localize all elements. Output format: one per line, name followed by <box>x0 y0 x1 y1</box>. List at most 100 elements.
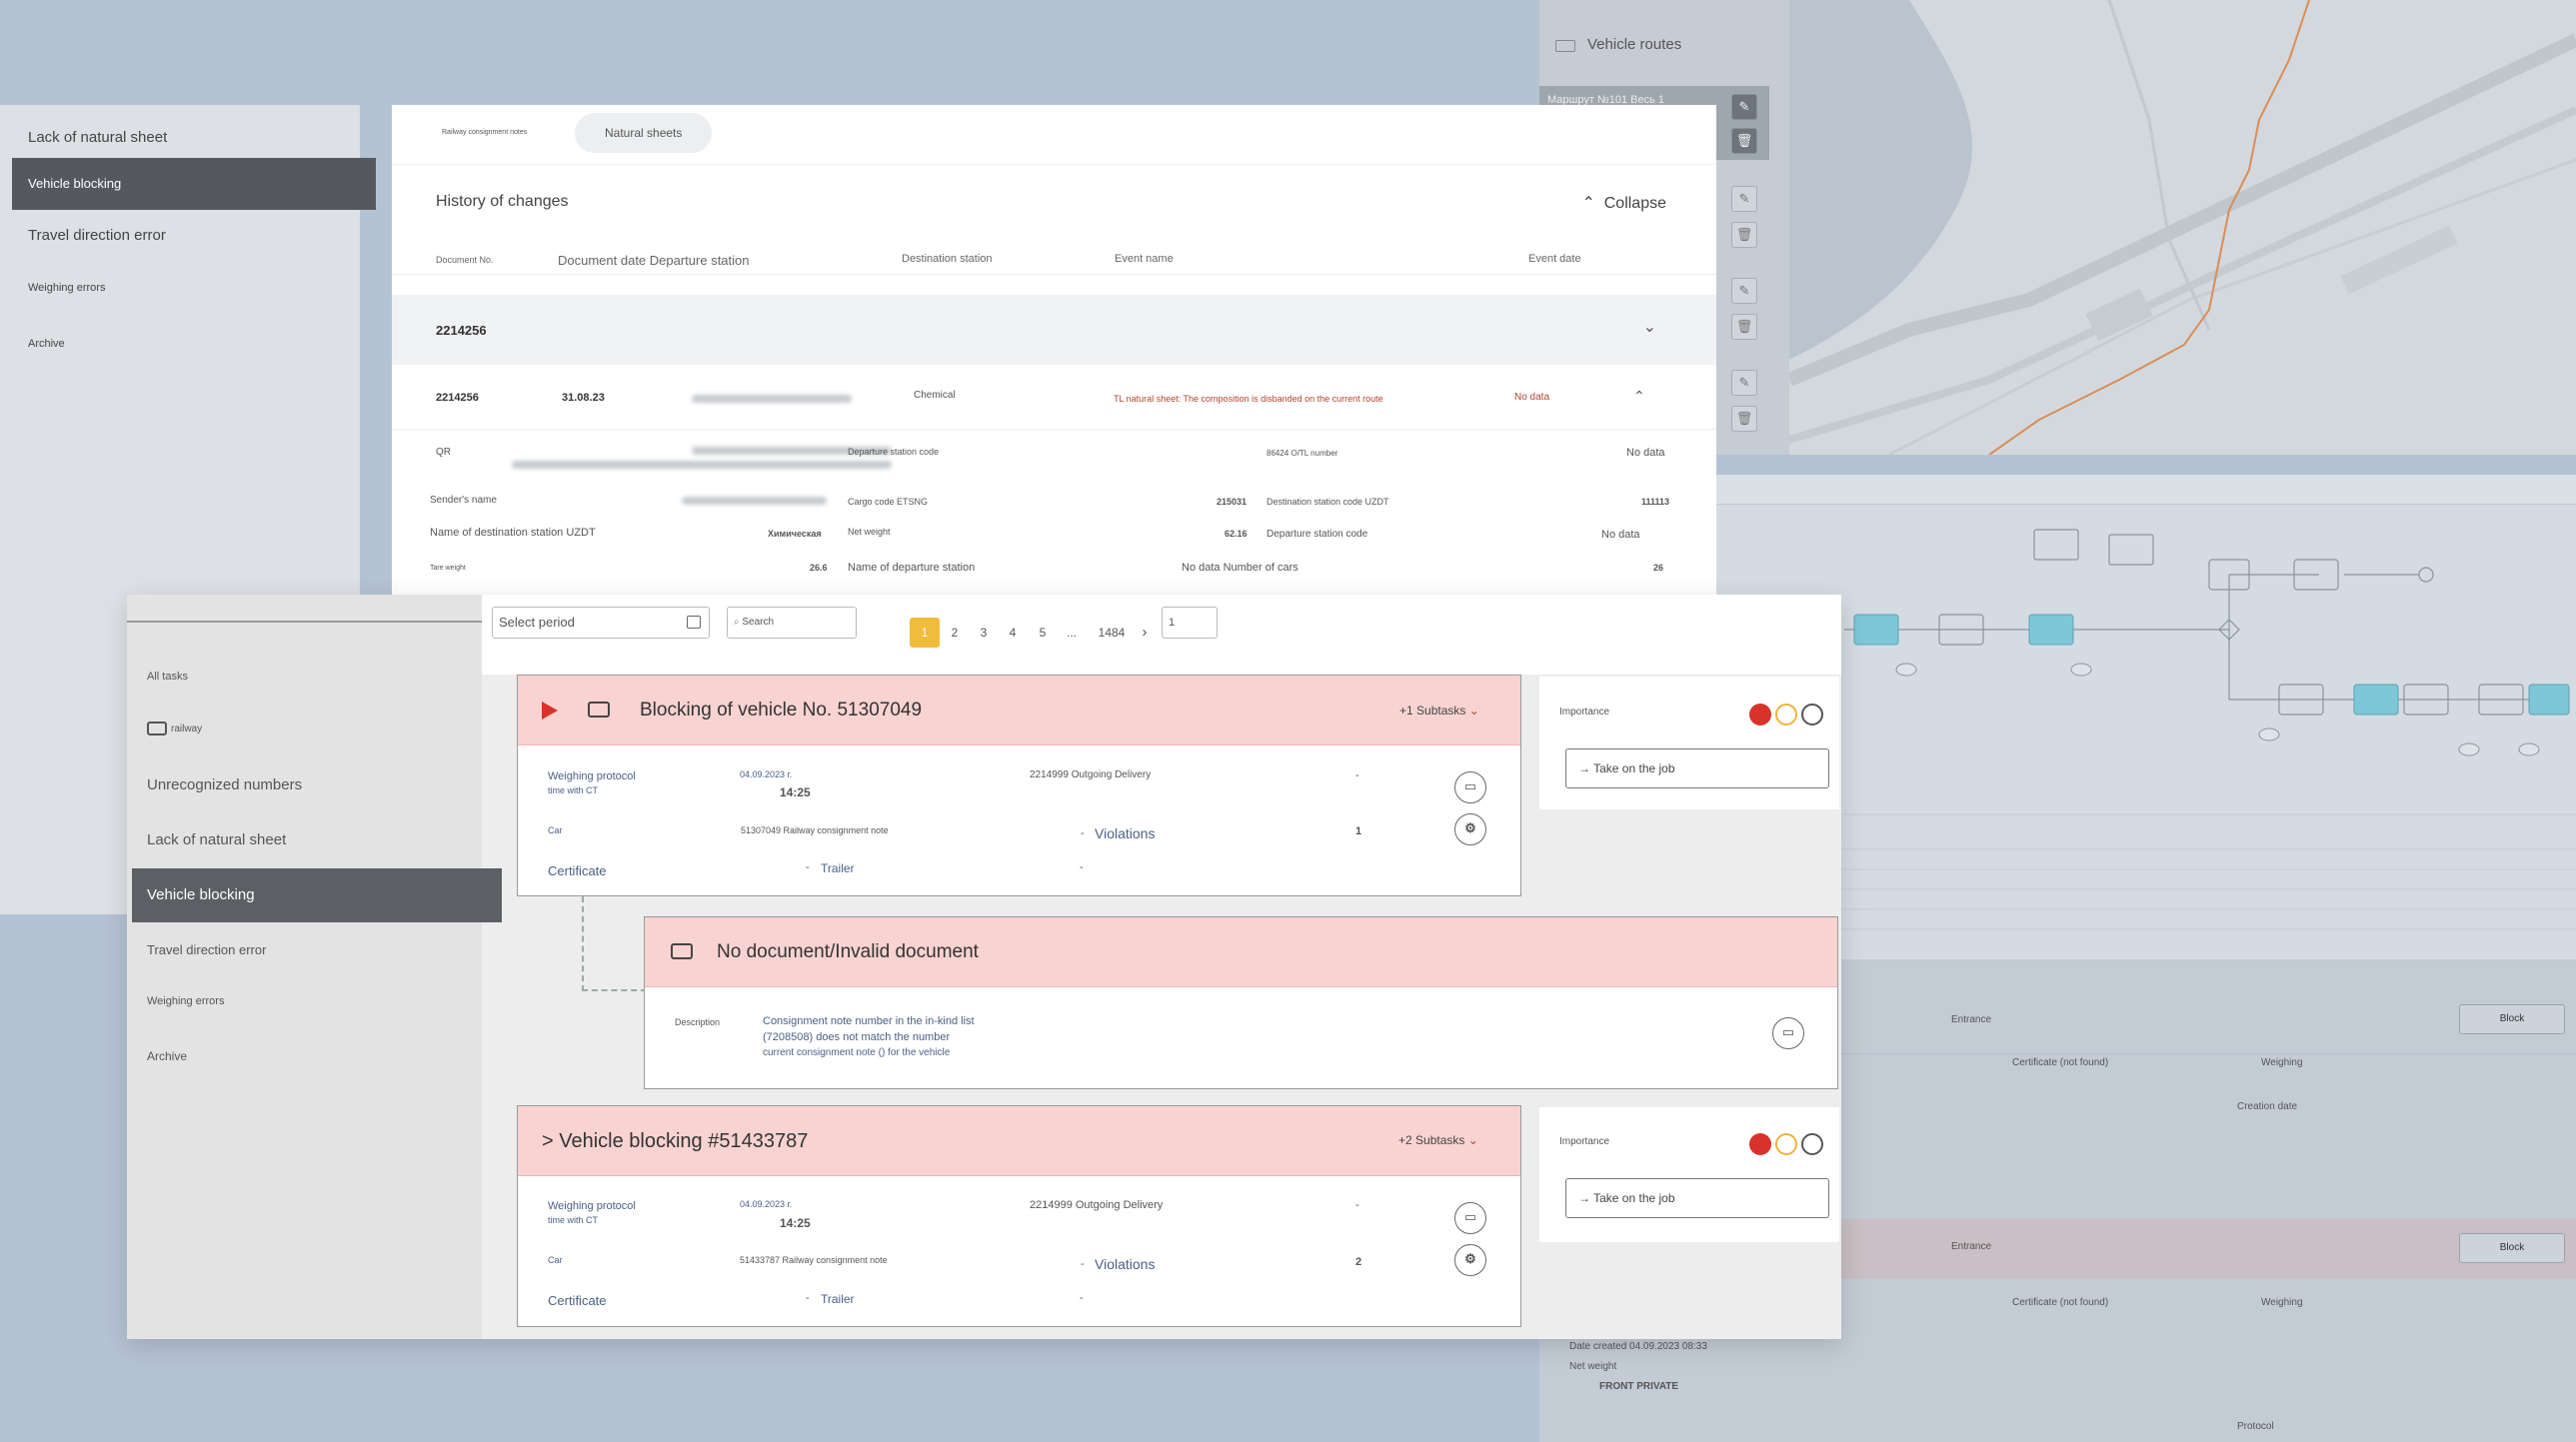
trailer-dash: - <box>1080 1292 1084 1304</box>
importance-medium[interactable] <box>1775 704 1797 725</box>
chevron-right-icon[interactable]: › <box>1142 624 1148 641</box>
flag-icon <box>542 702 558 720</box>
weighing-label: Weighing <box>2261 1297 2303 1308</box>
description-line-2: (7208508) does not match the number <box>763 1031 951 1043</box>
sidebar-item-lack[interactable]: Lack of natural sheet <box>28 129 168 146</box>
route-row[interactable]: ✎ 🗑 <box>1539 278 1769 352</box>
sidebar-item-blocking[interactable]: Vehicle blocking <box>12 158 376 210</box>
period-placeholder: Select period <box>499 615 575 630</box>
importance-high[interactable] <box>1749 1133 1771 1155</box>
trash-icon[interactable]: 🗑 <box>1731 222 1757 248</box>
date-created-label: Date created 04.09.2023 08:33 <box>1569 1341 1707 1352</box>
sidebar-item-railway[interactable]: railway <box>132 703 502 756</box>
tab-natural-sheets[interactable]: Natural sheets <box>575 113 713 153</box>
importance-low[interactable] <box>1801 704 1823 725</box>
settings-icon[interactable]: ⚙ <box>1454 813 1486 845</box>
importance-high[interactable] <box>1749 704 1771 725</box>
creation-date-label: Creation date <box>2237 1101 2298 1112</box>
comment-icon[interactable]: ▭ <box>1454 771 1486 803</box>
edit-icon[interactable]: ✎ <box>1731 278 1757 304</box>
routes-title: Vehicle routes <box>1587 36 1682 53</box>
collapse-button[interactable]: ⌃ Collapse <box>1581 195 1666 212</box>
subtasks-toggle[interactable]: +1 Subtasks ⌄ <box>1399 704 1479 718</box>
description-line-3: current consignment note () for the vehi… <box>763 1047 951 1058</box>
tab-consignment[interactable]: Railway consignment notes <box>442 129 528 136</box>
comment-icon[interactable]: ▭ <box>1772 1017 1804 1049</box>
settings-icon[interactable]: ⚙ <box>1454 1244 1486 1276</box>
redacted-text <box>682 497 827 505</box>
page-4[interactable]: 4 <box>1009 626 1017 640</box>
page-last[interactable]: 1484 <box>1098 626 1126 640</box>
weighing-time: 14:25 <box>780 785 811 799</box>
sidebar-item-unrecognized[interactable]: Unrecognized numbers <box>147 776 303 793</box>
collapse-label: Collapse <box>1603 195 1666 212</box>
page-1[interactable]: 1 <box>910 618 940 648</box>
certificate-dash: - <box>806 1292 810 1304</box>
page-2[interactable]: 2 <box>951 626 959 640</box>
comment-icon[interactable]: ▭ <box>1454 1202 1486 1234</box>
subtasks-toggle[interactable]: +2 Subtasks ⌄ <box>1398 1133 1478 1147</box>
task-card-header[interactable]: Blocking of vehicle No. 51307049 +1 Subt… <box>518 676 1520 745</box>
sidebar-item-lack[interactable]: Lack of natural sheet <box>147 831 287 848</box>
protocol-label: Protocol <box>2237 1421 2274 1432</box>
row-event: TL natural sheet: The composition is dis… <box>1114 394 1383 404</box>
car-dash: - <box>1081 1258 1085 1270</box>
delivery-value: 2214999 Outgoing Delivery <box>1030 769 1152 780</box>
sidebar-item-travel[interactable]: Travel direction error <box>147 942 267 957</box>
certificate-dash: - <box>806 861 810 873</box>
sidebar-item-travel[interactable]: Travel direction error <box>28 227 166 244</box>
importance-medium[interactable] <box>1775 1133 1797 1155</box>
importance-low[interactable] <box>1801 1133 1823 1155</box>
chevron-down-icon[interactable]: ⌄ <box>1642 319 1656 336</box>
trash-icon[interactable]: 🗑 <box>1731 128 1757 154</box>
route-row[interactable]: ✎ 🗑 <box>1539 370 1769 444</box>
sidebar-item-weighing[interactable]: Weighing errors <box>28 282 106 294</box>
history-row[interactable]: 2214256 31.08.23 Chemical TL natural she… <box>392 370 1716 430</box>
sidebar-item-weighing[interactable]: Weighing errors <box>147 995 225 1007</box>
period-picker[interactable]: Select period <box>492 607 710 639</box>
description-label: Description <box>675 1017 721 1027</box>
process-diagram-panel[interactable] <box>1699 475 2576 959</box>
search-input[interactable]: ⌕ Search <box>727 607 857 639</box>
task-card[interactable]: Blocking of vehicle No. 51307049 +1 Subt… <box>517 675 1521 896</box>
task-card[interactable]: > Vehicle blocking #51433787 +2 Subtasks… <box>517 1105 1521 1327</box>
edit-icon[interactable]: ✎ <box>1731 94 1757 120</box>
sidebar-item-archive[interactable]: Archive <box>28 338 65 350</box>
route-row[interactable]: ✎ 🗑 <box>1539 186 1769 260</box>
page-5[interactable]: 5 <box>1039 626 1047 640</box>
sender-label: Sender's name <box>430 495 497 506</box>
task-card-header[interactable]: > Vehicle blocking #51433787 +2 Subtasks… <box>518 1106 1520 1176</box>
edit-icon[interactable]: ✎ <box>1731 370 1757 396</box>
divider <box>127 621 482 623</box>
trash-icon[interactable]: 🗑 <box>1731 314 1757 340</box>
chevron-up-icon[interactable]: ⌃ <box>1633 388 1645 404</box>
block-button[interactable]: Block <box>2459 1233 2565 1263</box>
page-input[interactable]: 1 <box>1162 607 1218 639</box>
take-on-job-button[interactable]: → Take on the job <box>1565 748 1829 788</box>
block-button[interactable]: Block <box>2459 1004 2565 1034</box>
importance-panel: Importance → Take on the job <box>1539 677 1839 809</box>
take-on-job-button[interactable]: → Take on the job <box>1565 1178 1829 1218</box>
search-placeholder: Search <box>742 617 775 628</box>
edit-icon[interactable]: ✎ <box>1731 186 1757 212</box>
sidebar-item-all-tasks[interactable]: All tasks <box>147 671 188 683</box>
subtask-card[interactable]: No document/Invalid document Description… <box>644 916 1838 1089</box>
dep-code-label: Departure station code <box>848 447 940 457</box>
row-doc-no: 2214256 <box>436 392 479 404</box>
car-dash: - <box>1081 827 1085 839</box>
trailer-dash: - <box>1080 861 1084 873</box>
subtask-header: No document/Invalid document <box>645 917 1837 987</box>
sidebar-item-archive[interactable]: Archive <box>147 1049 188 1063</box>
route-map[interactable] <box>1789 0 2576 455</box>
certificate-label: Certificate <box>548 1293 607 1308</box>
redacted-text <box>512 461 892 469</box>
group-row[interactable]: 2214256 ⌄ <box>392 295 1716 365</box>
weighing-protocol-label: Weighing protocol <box>548 1200 636 1212</box>
delivery-dash: - <box>1355 769 1359 781</box>
page-3[interactable]: 3 <box>980 626 988 640</box>
trash-icon[interactable]: 🗑 <box>1731 406 1757 432</box>
row-event-date: No data <box>1514 392 1550 403</box>
dest-name-label: Name of destination station UZDT <box>430 527 596 539</box>
importance-label: Importance <box>1559 1136 1610 1147</box>
sidebar-item-blocking[interactable]: Vehicle blocking <box>132 868 502 922</box>
